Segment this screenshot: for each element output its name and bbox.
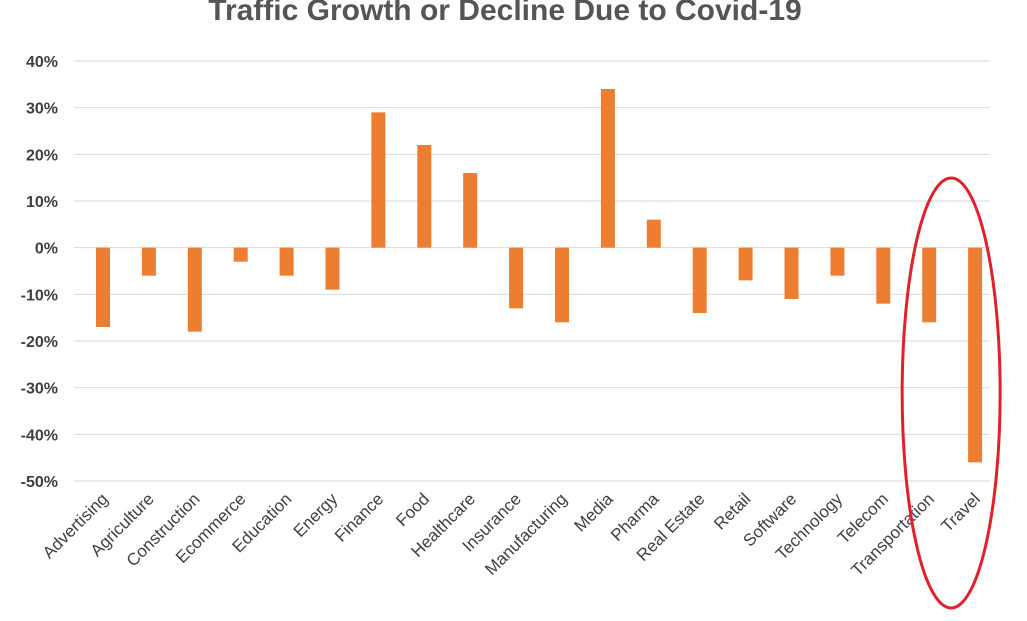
y-tick-label: -50%: [21, 474, 58, 491]
bar-finance: [371, 112, 386, 248]
y-tick-label: -40%: [21, 427, 58, 444]
x-category-label: Manufacturing: [481, 489, 571, 579]
bar-food: [417, 145, 432, 248]
y-tick-label: 0%: [35, 241, 58, 258]
gridlines: [74, 60, 990, 482]
bar-software: [784, 247, 799, 299]
x-category-label: Travel: [938, 489, 984, 535]
y-axis-tick-labels: 40% 30% 20% 10% 0% -10% -20% -30% -40% -50%: [21, 54, 58, 491]
bar-advertising: [96, 247, 110, 327]
bar-agriculture: [141, 247, 156, 276]
x-category-label: Food: [392, 489, 433, 530]
y-tick-label: -20%: [21, 334, 58, 351]
bar-healthcare: [463, 173, 478, 248]
y-tick-label: 20%: [26, 147, 58, 164]
y-tick-label: 30%: [26, 101, 58, 118]
bar-pharma: [646, 219, 661, 248]
bar-insurance: [509, 247, 524, 309]
bar-construction: [187, 247, 202, 332]
highlight-annotation: [900, 176, 1002, 610]
bars: [96, 89, 983, 463]
y-tick-label: -10%: [21, 287, 58, 304]
x-category-label: Transportation: [848, 489, 938, 579]
x-category-label: Finance: [331, 489, 387, 545]
y-tick-label: -30%: [21, 381, 58, 398]
chart-title: Traffic Growth or Decline Due to Covid-1…: [208, 0, 802, 27]
bar-media: [600, 89, 615, 248]
bar-energy: [325, 247, 340, 290]
bar-travel: [968, 247, 983, 463]
bar-technology: [830, 247, 845, 276]
bar-manufacturing: [555, 247, 569, 323]
x-axis-category-labels: AdvertisingAgricultureConstructionEcomme…: [39, 489, 984, 580]
highlight-ellipse: [900, 176, 1002, 610]
bar-telecom: [876, 247, 891, 304]
bar-retail: [738, 247, 753, 281]
bar-transportation: [922, 247, 937, 323]
y-tick-label: 40%: [26, 54, 58, 71]
x-category-label: Retail: [710, 489, 754, 533]
bar-education: [279, 247, 294, 276]
y-tick-label: 10%: [26, 194, 58, 211]
bar-real-estate: [692, 247, 707, 313]
bar-ecommerce: [233, 247, 248, 262]
